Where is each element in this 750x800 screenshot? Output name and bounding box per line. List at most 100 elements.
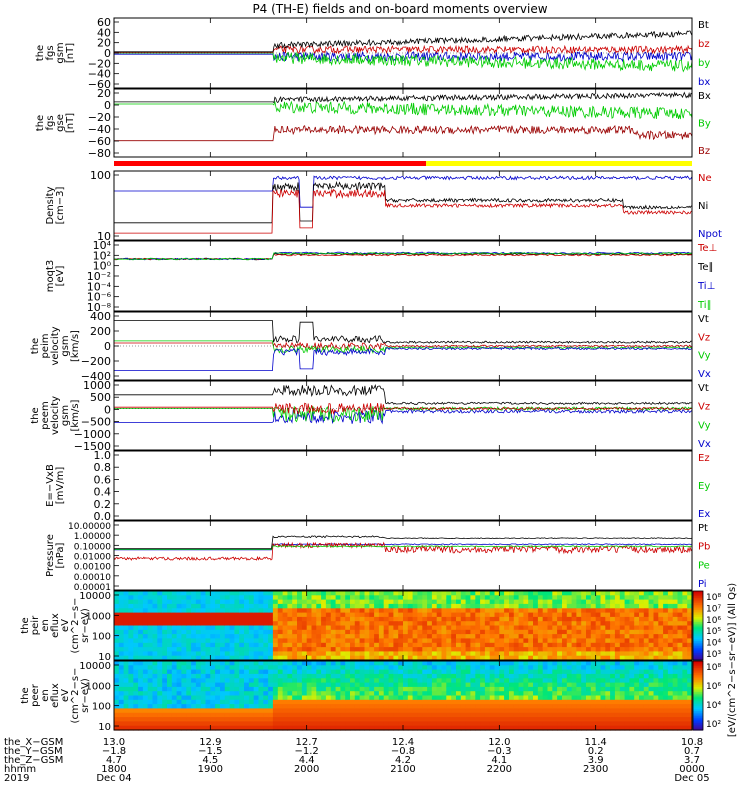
spectrogram-cell xyxy=(133,665,139,671)
spectrogram-cell xyxy=(388,638,394,644)
spectrogram-cell xyxy=(330,651,337,657)
spectrogram-cell xyxy=(239,634,245,639)
spectrogram-cell xyxy=(258,642,264,648)
spectrogram-cell xyxy=(142,655,149,661)
spectrogram-cell xyxy=(268,712,274,718)
spectrogram-cell xyxy=(359,634,365,639)
spectrogram-cell xyxy=(480,655,486,661)
y-tick-label: 0.00100 xyxy=(74,563,111,573)
spectrogram-cell xyxy=(268,651,274,657)
spectrogram-cell xyxy=(667,695,674,701)
spectrogram-cell xyxy=(258,638,264,644)
spectrogram-cell xyxy=(677,673,683,679)
spectrogram-cell xyxy=(306,655,313,661)
spectrogram-cell xyxy=(195,642,202,648)
y-axis-label: [nT] xyxy=(65,113,76,133)
spectrogram-cell xyxy=(552,669,558,675)
spectrogram-cell xyxy=(576,642,582,648)
spectrogram-cell xyxy=(562,599,568,605)
spectrogram-cell xyxy=(258,712,264,718)
spectrogram-cell xyxy=(374,725,380,731)
legend-entry: Pe xyxy=(698,560,710,571)
spectrogram-cell xyxy=(210,704,216,709)
spectrogram-cell xyxy=(263,651,269,657)
spectrogram-cell xyxy=(287,673,293,679)
spectrogram-cell xyxy=(263,591,269,596)
spectrogram-cell xyxy=(306,612,313,618)
spectrogram-cell xyxy=(195,647,202,652)
spectrogram-cell xyxy=(494,721,500,727)
spectrogram-cell xyxy=(205,629,211,635)
spectrogram-cell xyxy=(470,599,476,605)
spectrogram-cell xyxy=(581,621,587,627)
spectrogram-cell xyxy=(186,712,192,718)
spectrogram-cell xyxy=(272,721,279,727)
spectrogram-cell xyxy=(220,625,226,631)
spectrogram-cell xyxy=(663,704,669,709)
spectrogram-cell xyxy=(191,599,197,605)
spectrogram-cell xyxy=(147,638,154,644)
colorbar-cell xyxy=(693,604,703,608)
spectrogram-cell xyxy=(162,665,168,671)
spectrogram-cell xyxy=(566,661,573,666)
spectrogram-cell xyxy=(619,695,626,701)
spectrogram-cell xyxy=(629,669,635,675)
spectrogram-cell xyxy=(523,725,529,731)
spectrogram-cell xyxy=(398,638,404,644)
spectrogram-cell xyxy=(147,721,154,727)
spectrogram-cell xyxy=(552,699,558,705)
spectrogram-cell xyxy=(316,717,322,722)
spectrogram-cell xyxy=(354,595,361,601)
spectrogram-cell xyxy=(398,612,404,618)
spectrogram-cell xyxy=(480,695,486,701)
spectrogram-cell xyxy=(253,651,260,657)
spectrogram-cell xyxy=(321,721,327,727)
spectrogram-cell xyxy=(316,647,322,652)
spectrogram-cell xyxy=(205,704,211,709)
spectrogram-cell xyxy=(263,695,269,701)
spectrogram-cell xyxy=(287,595,293,601)
spectrogram-cell xyxy=(359,686,365,692)
spectrogram-cell xyxy=(316,695,322,701)
spectrogram-cell xyxy=(330,647,337,652)
spectrogram-cell xyxy=(171,725,178,731)
spectrogram-cell xyxy=(634,647,640,652)
spectrogram-cell xyxy=(629,721,635,727)
spectrogram-cell xyxy=(465,603,471,609)
spectrogram-cell xyxy=(427,669,433,675)
spectrogram-cell xyxy=(417,661,423,666)
spectrogram-cell xyxy=(263,691,269,697)
spectrogram-cell xyxy=(393,595,399,601)
spectrogram-cell xyxy=(234,595,240,601)
spectrogram-cell xyxy=(311,678,317,684)
spectrogram-cell xyxy=(407,616,414,622)
spectrogram-cell xyxy=(244,682,250,688)
spectrogram-cell xyxy=(369,634,375,639)
spectrogram-cell xyxy=(687,699,693,705)
spectrogram-cell xyxy=(619,661,626,666)
spectrogram-cell xyxy=(277,595,284,601)
spectrogram-cell xyxy=(287,661,293,666)
spectrogram-cell xyxy=(571,651,577,657)
spectrogram-cell xyxy=(354,591,361,596)
spectrogram-cell xyxy=(205,599,211,605)
spectrogram-cell xyxy=(547,717,553,722)
spectrogram-cell xyxy=(152,625,158,631)
spectrogram-cell xyxy=(364,665,370,671)
spectrogram-cell xyxy=(542,669,549,675)
spectrogram-cell xyxy=(436,638,443,644)
spectrogram-cell xyxy=(393,599,399,605)
spectrogram-cell xyxy=(566,608,573,614)
spectrogram-cell xyxy=(643,642,650,648)
spectrogram-cell xyxy=(311,725,317,731)
spectrogram-cell xyxy=(128,661,134,666)
spectrogram-cell xyxy=(244,647,250,652)
spectrogram-cell xyxy=(629,616,635,622)
spectrogram-cell xyxy=(667,621,674,627)
spectrogram-cell xyxy=(431,673,438,679)
spectrogram-cell xyxy=(306,638,313,644)
spectrogram-cell xyxy=(504,721,510,727)
spectrogram-cell xyxy=(282,717,288,722)
spectrogram-cell xyxy=(624,616,630,622)
spectrogram-cell xyxy=(220,673,226,679)
